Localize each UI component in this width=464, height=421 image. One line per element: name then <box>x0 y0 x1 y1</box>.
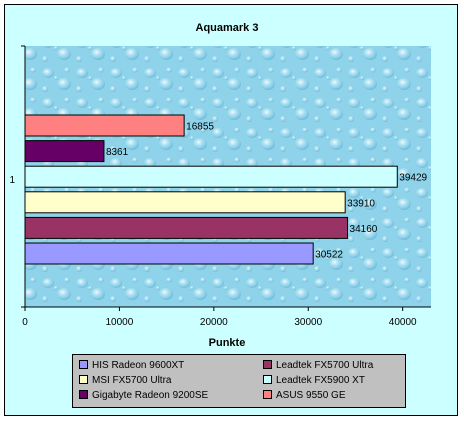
bar-value-label: 33910 <box>347 198 375 209</box>
legend-swatch <box>79 359 88 369</box>
bar-value-label: 34160 <box>350 224 378 235</box>
legend-label: MSI FX5700 Ultra <box>92 375 172 386</box>
legend-swatch <box>79 389 88 399</box>
legend-item: Leadtek FX5900 XT <box>263 374 365 388</box>
category-label: 1 <box>9 175 15 186</box>
legend-swatch <box>79 374 88 384</box>
legend-item: Leadtek FX5700 Ultra <box>263 359 373 373</box>
legend-item: Gigabyte Radeon 9200SE <box>79 389 208 403</box>
chart-area: Aquamark 3 1 0 10000 20000 30000 40000 30522… <box>4 4 458 416</box>
bar <box>24 191 346 214</box>
legend-swatch <box>263 374 272 384</box>
bar-value-label: 16855 <box>186 122 214 133</box>
legend-label: ASUS 9550 GE <box>276 390 346 401</box>
legend-label: Gigabyte Radeon 9200SE <box>92 390 209 401</box>
x-tick-label: 10000 <box>106 317 134 328</box>
legend-label: Leadtek FX5700 Ultra <box>276 360 374 371</box>
legend-item: MSI FX5700 Ultra <box>79 374 171 388</box>
legend-label: Leadtek FX5900 XT <box>276 375 365 386</box>
bar <box>24 242 314 265</box>
bar <box>24 165 398 188</box>
x-tick-label: 40000 <box>389 317 417 328</box>
bar <box>24 114 185 137</box>
x-axis-title: Punkte <box>209 337 246 349</box>
legend-swatch <box>263 359 272 369</box>
bar-value-label: 30522 <box>315 250 343 261</box>
bar-value-label: 8361 <box>106 147 129 158</box>
legend: HIS Radeon 9600XT Leadtek FX5700 Ultra MSI… <box>72 354 406 408</box>
chart-title: Aquamark 3 <box>196 22 259 34</box>
bar-value-label: 39429 <box>399 173 427 184</box>
x-tick-label: 30000 <box>294 317 322 328</box>
bar <box>24 216 349 239</box>
bar-chart: Aquamark 3 1 0 10000 20000 30000 40000 30522… <box>9 22 431 349</box>
x-tick-label: 0 <box>22 317 28 328</box>
legend-item: HIS Radeon 9600XT <box>79 359 184 373</box>
legend-label: HIS Radeon 9600XT <box>92 360 185 371</box>
x-tick-label: 20000 <box>200 317 228 328</box>
bar <box>24 140 105 163</box>
legend-item: ASUS 9550 GE <box>263 389 345 403</box>
legend-swatch <box>263 389 272 399</box>
